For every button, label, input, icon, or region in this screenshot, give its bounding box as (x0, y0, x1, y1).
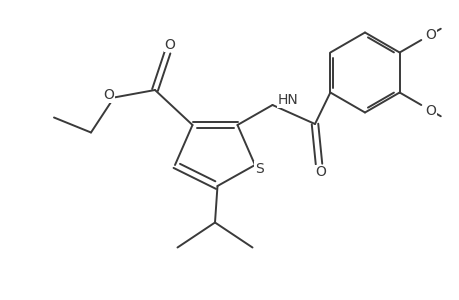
Text: O: O (315, 166, 326, 179)
Text: O: O (103, 88, 114, 102)
Text: S: S (254, 162, 263, 176)
Text: O: O (425, 103, 435, 118)
Text: O: O (425, 28, 435, 41)
Text: O: O (164, 38, 175, 52)
Text: HN: HN (277, 93, 297, 107)
